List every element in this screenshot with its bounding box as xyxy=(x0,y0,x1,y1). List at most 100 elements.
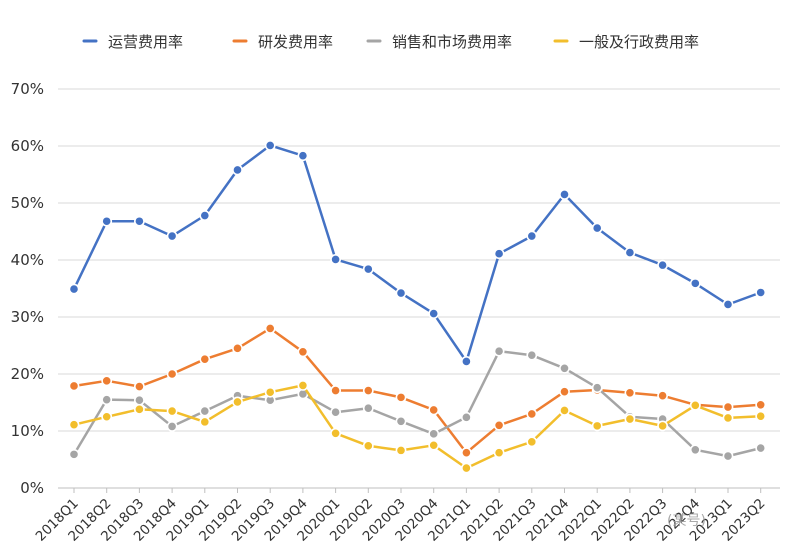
data-point xyxy=(591,420,603,432)
data-point xyxy=(330,254,341,265)
data-point xyxy=(559,189,570,200)
data-point xyxy=(493,419,505,431)
y-tick-label: 60% xyxy=(11,137,44,155)
data-point xyxy=(624,413,636,425)
data-point xyxy=(395,444,407,456)
data-point xyxy=(722,412,734,424)
legend-label: 研发费用率 xyxy=(258,33,333,51)
data-point xyxy=(395,415,407,427)
data-point xyxy=(591,222,603,234)
gridlines xyxy=(58,88,780,489)
data-point xyxy=(133,381,145,392)
y-tick-label: 40% xyxy=(11,251,44,269)
y-tick-label: 0% xyxy=(20,479,44,497)
data-point xyxy=(657,390,668,402)
data-point xyxy=(199,405,211,417)
data-point xyxy=(330,427,341,439)
data-point xyxy=(330,406,341,418)
data-point xyxy=(493,345,505,357)
data-point xyxy=(559,405,570,416)
chart-legend: 运营费用率 研发费用率 销售和市场费用率 一般及行政费用率 xyxy=(82,33,699,51)
series-line xyxy=(72,349,762,458)
data-point xyxy=(689,277,701,289)
data-point xyxy=(428,308,440,319)
data-point xyxy=(232,164,243,176)
data-point xyxy=(755,410,767,422)
data-point xyxy=(755,442,767,454)
x-axis: 2018Q12018Q22018Q32018Q42019Q12019Q22019… xyxy=(33,488,769,545)
data-point xyxy=(493,248,505,260)
data-point xyxy=(460,356,472,367)
series-line xyxy=(72,144,762,363)
data-point xyxy=(166,405,178,417)
data-point xyxy=(395,391,407,403)
y-tick-label: 10% xyxy=(11,422,44,440)
data-point xyxy=(559,362,570,374)
data-point xyxy=(166,230,178,242)
data-point xyxy=(101,411,113,423)
data-point xyxy=(199,416,211,428)
data-point xyxy=(362,402,374,414)
data-point xyxy=(101,394,113,406)
legend-label: 销售和市场费用率 xyxy=(392,33,512,51)
legend-label: 运营费用率 xyxy=(108,33,183,51)
data-point xyxy=(428,428,440,440)
data-point xyxy=(526,436,538,448)
data-point xyxy=(460,447,472,459)
data-point xyxy=(559,386,570,398)
data-point xyxy=(428,404,440,416)
series-group xyxy=(68,379,767,474)
watermark-text: (某号) xyxy=(667,513,706,529)
data-point xyxy=(68,419,80,431)
data-point xyxy=(362,263,374,275)
y-tick-label: 30% xyxy=(11,308,44,326)
data-point xyxy=(493,447,505,459)
data-point xyxy=(428,439,440,451)
data-point xyxy=(722,299,734,310)
data-point xyxy=(624,247,636,258)
data-point xyxy=(297,379,309,391)
data-point xyxy=(722,401,734,413)
data-point xyxy=(101,215,113,227)
y-tick-label: 70% xyxy=(11,80,44,98)
data-point xyxy=(297,346,309,358)
legend-item: 一般及行政费用率 xyxy=(553,33,699,51)
data-point xyxy=(133,215,145,227)
legend-item: 研发费用率 xyxy=(232,33,333,51)
data-point xyxy=(297,150,309,162)
data-point xyxy=(395,287,407,299)
data-point xyxy=(199,210,211,221)
data-point xyxy=(689,444,701,456)
series-group xyxy=(68,322,767,459)
data-point xyxy=(657,259,668,271)
data-point xyxy=(264,322,276,334)
series-line xyxy=(72,327,762,454)
data-point xyxy=(526,349,538,361)
data-point xyxy=(133,394,145,406)
data-point xyxy=(68,283,80,295)
legend-item: 运营费用率 xyxy=(82,33,183,51)
data-point xyxy=(133,403,145,415)
data-point xyxy=(166,421,178,432)
data-point xyxy=(232,396,243,408)
data-point xyxy=(657,420,668,432)
data-point xyxy=(362,385,374,396)
data-point xyxy=(68,448,80,460)
data-point xyxy=(526,230,538,242)
data-point xyxy=(755,287,767,298)
data-point xyxy=(689,399,701,411)
data-point xyxy=(591,382,603,394)
data-point xyxy=(460,462,472,474)
data-point xyxy=(722,450,734,462)
y-axis: 0% 10% 20% 30% 40% 50% 60% 70% xyxy=(11,80,44,497)
series-layer xyxy=(68,140,767,474)
data-point xyxy=(68,380,80,392)
legend-label: 一般及行政费用率 xyxy=(579,33,699,51)
data-point xyxy=(624,387,636,399)
data-point xyxy=(526,408,538,420)
data-point xyxy=(330,385,341,396)
data-point xyxy=(166,368,178,380)
y-tick-label: 20% xyxy=(11,365,44,383)
data-point xyxy=(460,411,472,423)
